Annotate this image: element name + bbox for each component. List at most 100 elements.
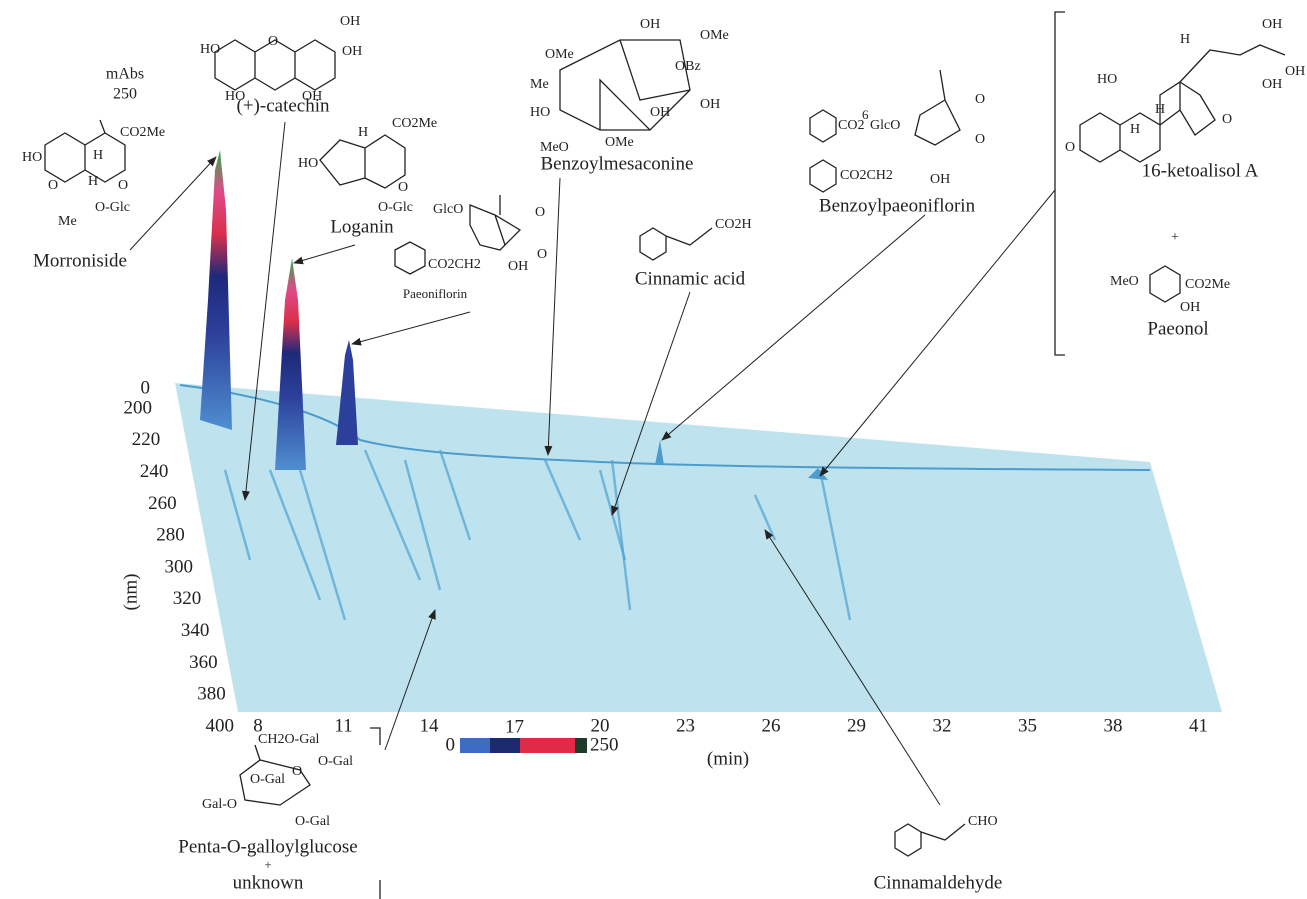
group-label: OMe [545,47,574,62]
x-tick-label: 32 [933,715,952,736]
group-label: OH [1180,300,1200,315]
group-label: O [398,180,408,195]
arrow [384,609,436,751]
group-label: O [48,178,58,193]
group-label: O [268,34,278,49]
group-label: H [358,125,368,140]
group-label: O [1222,112,1232,127]
group-label: Me [58,214,77,229]
x-tick-label: 14 [420,715,440,736]
group-label: O [1065,140,1075,155]
group-label: OH [342,44,362,59]
compound-name: Paeoniflorin [403,286,468,301]
group-label: O [537,247,547,262]
group-label: OH [508,259,528,274]
structure-cinnamic-acid: CO2H Cinnamic acid [635,217,752,289]
group-label: OH [1285,64,1305,79]
z-tick: 250 [113,86,137,103]
x-tick-label: 11 [334,715,352,736]
peak [200,150,232,430]
plus-sign: + [1171,230,1179,245]
structure-benzoylmesaconine: OH OMe OMe OBz Me HO OH HO OH MeO OMe Be… [530,17,729,174]
arrow [351,311,471,346]
group-label: O [535,205,545,220]
group-label: HO [225,89,245,104]
arrow [819,189,1056,477]
group-label: CO2CH2 [840,168,893,183]
group-label: OH [340,14,360,29]
group-label: OH [700,97,720,112]
group-label: Gal-O [202,797,237,812]
compound-name: Paeonol [1147,318,1208,339]
chromatogram-floor [175,383,1222,712]
x-tick-label: 23 [676,715,695,736]
colorbar [460,738,490,753]
compound-name: Loganin [330,216,394,237]
group-label: Me [530,77,549,92]
x-tick-label: 26 [762,715,781,736]
compound-name: Cinnamic acid [635,268,746,289]
structure-loganin: H CO2Me HO O O-Glc Loganin [298,116,437,237]
y-tick-label: 220 [132,429,161,450]
z-unit: mAbs [106,66,144,83]
y-tick-label: 340 [181,620,210,641]
arrow [241,121,286,501]
group-label: CO2H [715,217,752,232]
peak [336,340,358,445]
compound-name: unknown [233,872,304,893]
y-tick-label: 400 [206,715,235,736]
group-label: CO2 [838,118,864,133]
streaks [223,449,852,621]
colorbar-max: 250 [590,734,619,755]
arrow [611,291,691,516]
x-tick-label: 20 [591,715,610,736]
compound-name: Cinnamaldehyde [874,872,1003,893]
group-label: HO [530,105,550,120]
group-label: GlcO [870,118,900,133]
group-label: 6 [862,107,869,122]
group-label: GlcO [433,202,463,217]
arrow [544,177,561,456]
arrow [661,214,926,441]
structure-morroniside: CO2Me H HO O H O Me O-Glc Morroniside [22,119,165,271]
y-tick-label: 200 [124,397,153,418]
y-tick-label: 380 [197,684,226,705]
group-label: O [292,764,302,779]
arrow [764,529,941,806]
group-label: O [118,178,128,193]
group-label: OH [1262,77,1282,92]
x-axis-label: (min) [707,748,749,769]
y-tick-label: 280 [156,525,185,546]
group-label: MeO [540,140,569,155]
colorbar [520,738,575,753]
peak [808,468,828,480]
structure-ketoalisol: H OH OH OH HO O H H O 16-ketoalisol A + [1065,17,1305,245]
group-label: O-Gal [250,772,285,787]
group-label: HO [298,156,318,171]
y-tick-label: 240 [140,461,169,482]
peak [275,258,306,470]
y-tick-label: 300 [165,556,194,577]
group-label: MeO [1110,274,1139,289]
structure-catechin: HO OH OH HO OH O (+)-catechin [200,14,362,116]
group-label: H [93,148,103,163]
group-label: OH [640,17,660,32]
structure-paeoniflorin: GlcO O O CO2CH2 OH Paeoniflorin [394,195,547,301]
plus-sign: + [264,857,271,872]
z-zero: 0 [141,377,151,398]
structure-cinnamaldehyde: CHO Cinnamaldehyde [874,814,1003,893]
colorbar [490,738,520,753]
compound-name: Benzoylpaeoniflorin [819,195,976,216]
colorbar [575,738,587,753]
group-label: H [88,174,98,189]
x-tick-label: 38 [1104,715,1123,736]
x-tick-label: 41 [1189,715,1208,736]
colorbar-min: 0 [446,734,456,755]
x-tick-label: 29 [847,715,866,736]
group-label: OH [930,172,950,187]
arrow [129,156,217,251]
structure-penta: CH2O-Gal O O-Gal O-Gal Gal-O O-Gal Penta… [178,732,357,893]
group-label: H [1155,102,1165,117]
compound-name: Morroniside [33,250,127,271]
